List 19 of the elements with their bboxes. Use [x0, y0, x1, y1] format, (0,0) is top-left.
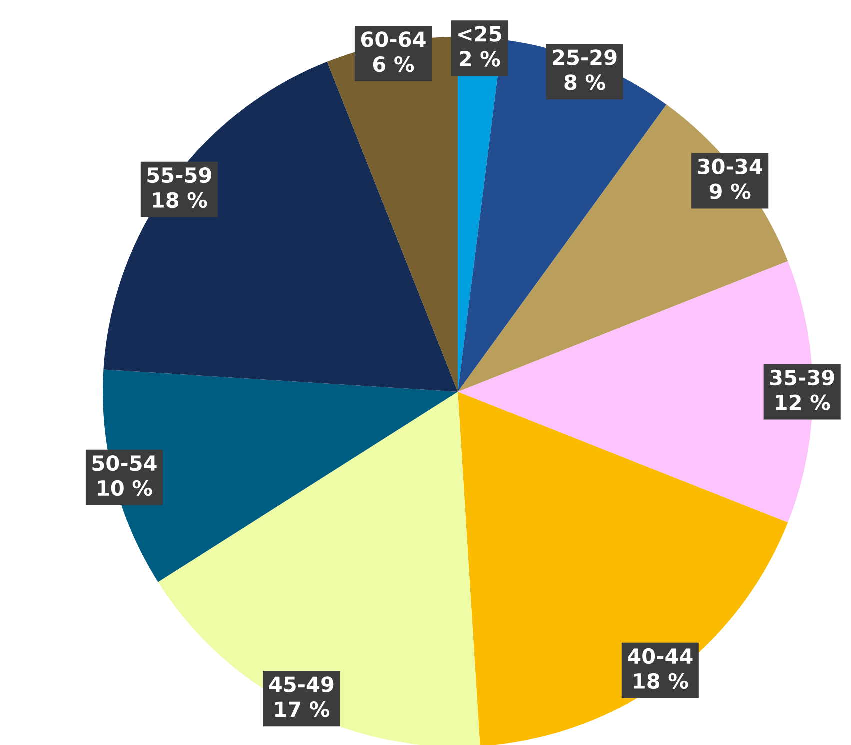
data-label: 9 %	[710, 184, 751, 200]
data-label: 6 %	[373, 56, 414, 72]
slice-label: 45-49	[269, 676, 334, 692]
slice-label: <25	[458, 26, 502, 42]
pie-slice	[158, 392, 480, 745]
slice-label: 25-29	[553, 50, 617, 66]
slice-label: 35-39	[770, 370, 834, 386]
slice-label: 40-44	[628, 648, 693, 664]
slice-label: 50-54	[92, 455, 157, 472]
data-label: 12 %	[776, 394, 830, 410]
data-label: 10 %	[98, 480, 152, 496]
slice-label: 30-34	[698, 158, 762, 175]
slice-label: 60-64	[361, 32, 426, 48]
data-label: 18 %	[634, 673, 688, 690]
data-label: 2 %	[460, 51, 500, 67]
data-label: 8 %	[564, 74, 606, 90]
slice-label: 55-59	[148, 167, 212, 184]
data-label: 17 %	[275, 702, 330, 718]
data-label: 18 %	[153, 192, 208, 208]
